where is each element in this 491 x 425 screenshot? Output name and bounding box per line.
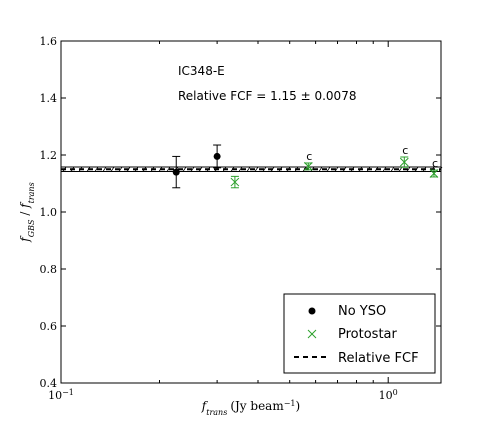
x-axis-label: ftrans (Jy beam−1)	[201, 399, 300, 417]
fcf-band-hatch	[94, 166, 99, 172]
y-axis-label-b-sub: trans	[27, 182, 36, 203]
fcf-band-hatch	[310, 166, 315, 172]
data-points: c c c	[172, 144, 439, 189]
x-tick-label: 10−1	[48, 388, 74, 403]
fcf-band-hatch	[334, 166, 339, 172]
protostar-point	[303, 162, 313, 171]
y-tick-label: 0.8	[40, 263, 58, 276]
fcf-band-hatch	[110, 166, 115, 172]
x-tick-exponent: 0	[393, 388, 398, 397]
fcf-band-hatch	[238, 166, 243, 172]
fcf-band-hatch	[166, 166, 171, 172]
legend-label-protostar: Protostar	[338, 327, 398, 342]
fcf-band-hatch	[190, 166, 195, 172]
y-tick-label: 1.2	[40, 149, 58, 162]
y-axis-label-sep: /	[18, 208, 32, 220]
legend-box	[283, 293, 436, 374]
y-tick-label: 0.6	[40, 320, 58, 333]
protostar-point	[230, 177, 240, 187]
point-label: c	[432, 157, 438, 170]
x-axis-label-exp: −1	[284, 399, 296, 408]
x-axis-label-sub: trans	[206, 408, 227, 417]
legend-marker-protostar	[307, 329, 317, 339]
x-axis-label-unit: (Jy beam	[230, 399, 284, 413]
protostar-point	[429, 169, 439, 178]
x-axis-label-close: )	[296, 399, 301, 413]
x-tick-base: 10	[48, 389, 62, 402]
y-axis-label-a: f	[18, 235, 32, 243]
x-tick-label: 100	[379, 388, 398, 403]
fcf-band-hatch	[398, 166, 403, 172]
fcf-band-hatch	[262, 166, 267, 172]
x-tick-exponent: −1	[62, 388, 74, 397]
point-label: c	[402, 144, 408, 157]
y-axis-label: fGBS / ftrans	[18, 182, 36, 242]
x-axis-label-main: f	[201, 399, 209, 413]
y-tick-label: 0.4	[40, 377, 58, 390]
region-label: IC348-E	[178, 64, 225, 78]
legend-marker-no-yso	[308, 307, 316, 315]
protostar-point	[399, 157, 409, 167]
x-tick-base: 10	[379, 389, 393, 402]
fcf-band-hatch	[118, 166, 123, 172]
no-yso-point	[213, 152, 221, 160]
y-tick-label: 1.0	[40, 206, 58, 219]
fcf-band-hatch	[182, 166, 187, 172]
fcf-band-hatch	[382, 166, 387, 172]
y-axis-label-b: f	[18, 201, 32, 209]
fcf-band-hatch	[326, 166, 331, 172]
fcf-band-hatch	[318, 166, 323, 172]
legend: No YSO Protostar Relative FCF	[283, 293, 436, 374]
fcf-band-hatch	[390, 166, 395, 172]
legend-label-relative-fcf: Relative FCF	[338, 351, 419, 366]
y-tick-label: 1.4	[40, 92, 58, 105]
fcf-annotation: Relative FCF = 1.15 ± 0.0078	[178, 89, 356, 103]
fcf-band-hatch	[254, 166, 259, 172]
fcf-band-hatch	[406, 166, 411, 172]
fcf-band-hatch	[102, 166, 107, 172]
point-label: c	[306, 150, 312, 163]
legend-label-no-yso: No YSO	[338, 304, 386, 319]
axis-ticks: 0.40.60.81.01.21.41.610−1 100	[40, 35, 441, 403]
fcf-band-hatch	[246, 166, 251, 172]
no-yso-point	[172, 168, 180, 176]
y-axis-label-a-sub: GBS	[27, 219, 36, 237]
y-tick-label: 1.6	[40, 35, 58, 48]
